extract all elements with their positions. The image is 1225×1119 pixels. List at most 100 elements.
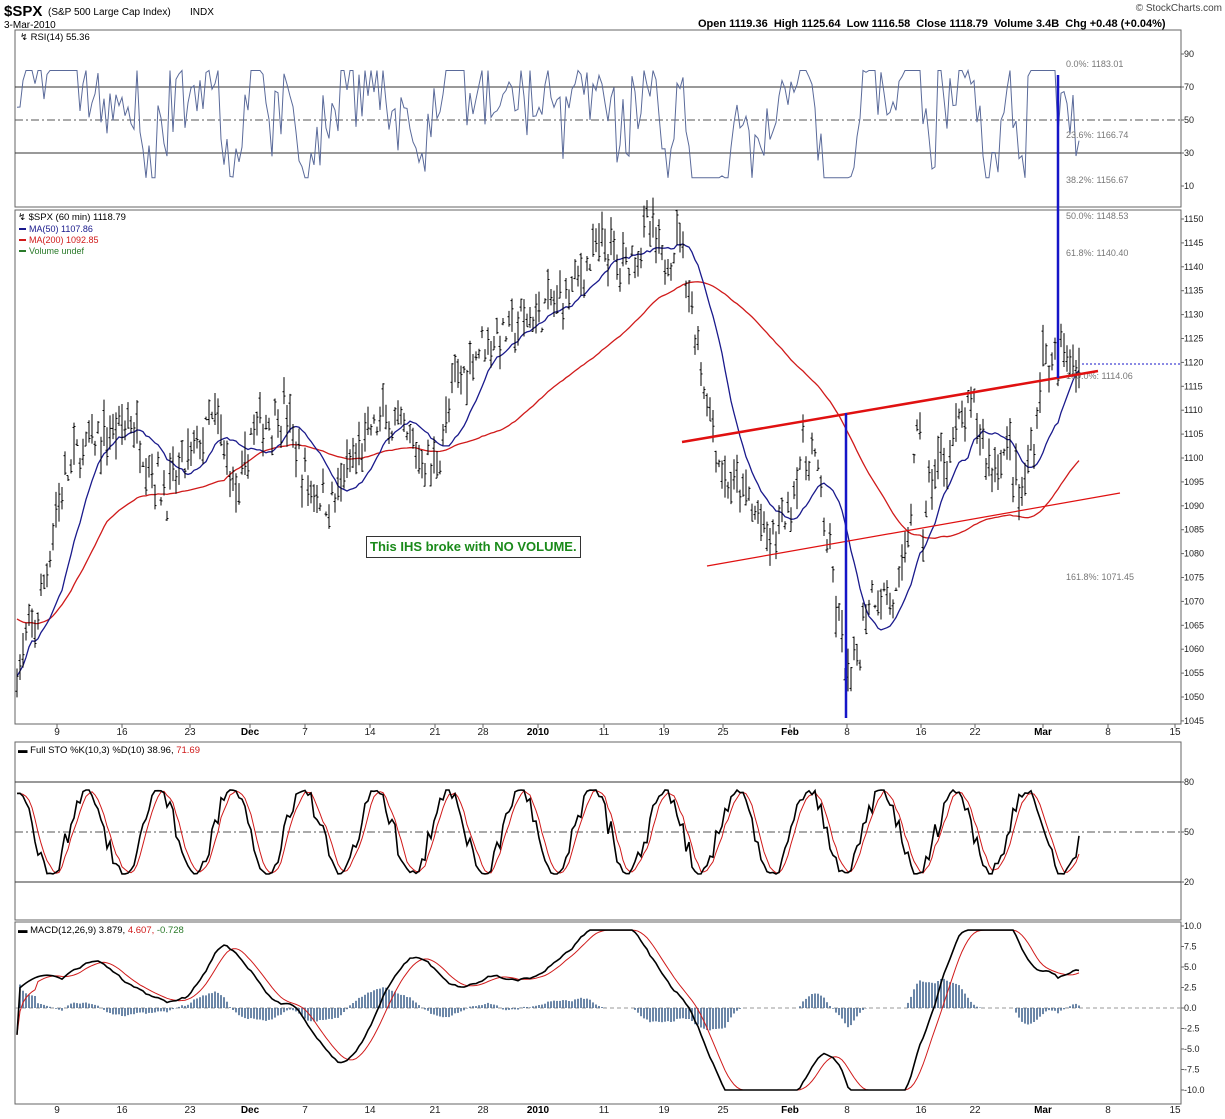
x-axis-label: 16 <box>915 1105 927 1116</box>
x-axis-label: Dec <box>241 727 260 738</box>
x-axis-label: 23 <box>184 1105 196 1116</box>
x-axis-label: 19 <box>658 1105 670 1116</box>
x-axis-label: 7 <box>302 727 308 738</box>
rsi-y-tick: 90 <box>1184 49 1194 59</box>
x-axis-label: 16 <box>116 1105 128 1116</box>
fib-level-label: 100.0%: 1114.06 <box>1066 371 1133 381</box>
x-axis-label: 8 <box>1105 1105 1111 1116</box>
exchange-label: INDX <box>190 7 214 18</box>
ihs-lower-trendline <box>706 492 1121 567</box>
x-axis-label: 14 <box>364 727 376 738</box>
price-y-tick: 1120 <box>1184 357 1203 367</box>
rsi-y-tick: 30 <box>1184 148 1194 158</box>
fib-level-label: 0.0%: 1183.01 <box>1066 59 1123 69</box>
price-y-tick: 1135 <box>1184 286 1203 296</box>
price-y-tick: 1060 <box>1184 644 1204 654</box>
sto-y-tick: 50 <box>1184 827 1194 837</box>
price-panel <box>14 209 1182 725</box>
x-axis-label: Mar <box>1034 1105 1052 1116</box>
ma200-line <box>16 281 1080 625</box>
x-axis-label: 9 <box>54 1105 60 1116</box>
x-axis-label: 25 <box>717 1105 729 1116</box>
fib-level-label: 61.8%: 1140.40 <box>1066 248 1128 258</box>
sto-k-line <box>16 788 1080 875</box>
x-axis-label: Feb <box>781 1105 799 1116</box>
rsi-title: ↯ RSI(14) 55.36 <box>20 32 90 43</box>
price-y-tick: 1125 <box>1184 334 1203 344</box>
x-axis-label: 22 <box>969 727 981 738</box>
ihs-annotation: This IHS broke with NO VOLUME. <box>366 536 581 558</box>
macd-panel <box>14 921 1182 1105</box>
x-axis-label: 21 <box>429 1105 441 1116</box>
rsi-line <box>16 68 1080 179</box>
x-axis-label: 8 <box>1105 727 1111 738</box>
x-axis-label: 28 <box>477 1105 489 1116</box>
macd-y-tick: -7.5 <box>1184 1065 1200 1075</box>
x-axis-label: 15 <box>1169 727 1181 738</box>
price-y-tick: 1075 <box>1184 573 1204 583</box>
x-axis-label: 11 <box>599 1105 610 1116</box>
x-axis-label: 28 <box>477 727 489 738</box>
x-axis-label: 16 <box>116 727 128 738</box>
x-axis-label: Mar <box>1034 727 1052 738</box>
rsi-panel <box>14 29 1182 208</box>
fib-level-label: 161.8%: 1071.45 <box>1066 572 1134 582</box>
rsi-y-tick: 10 <box>1184 181 1194 191</box>
x-axis-label: 21 <box>429 727 441 738</box>
price-y-tick: 1130 <box>1184 310 1203 320</box>
price-y-tick: 1100 <box>1184 453 1203 463</box>
legend-entry: Volume undef <box>29 246 85 256</box>
price-y-tick: 1085 <box>1184 525 1204 535</box>
price-y-tick: 1105 <box>1184 429 1203 439</box>
symbol-name: (S&P 500 Large Cap Index) <box>48 7 171 18</box>
macd-title: ▬ MACD(12,26,9) 3.879, 4.607, -0.728 <box>18 925 184 936</box>
price-y-tick: 1110 <box>1184 405 1203 415</box>
price-y-tick: 1090 <box>1184 501 1204 511</box>
x-axis-label: 15 <box>1169 1105 1181 1116</box>
price-y-tick: 1080 <box>1184 549 1204 559</box>
price-y-tick: 1140 <box>1184 262 1203 272</box>
macd-y-tick: 0.0 <box>1184 1003 1197 1013</box>
x-axis-label: 2010 <box>527 1105 550 1116</box>
x-axis-label: 19 <box>658 727 670 738</box>
legend-entry: MA(50) 1107.86 <box>29 224 93 234</box>
macd-y-tick: -10.0 <box>1184 1085 1205 1095</box>
price-y-tick: 1150 <box>1184 214 1203 224</box>
brand-watermark: © StockCharts.com <box>1136 3 1222 14</box>
price-y-tick: 1070 <box>1184 596 1204 606</box>
x-axis-label: 2010 <box>527 727 550 738</box>
fib-level-label: 38.2%: 1156.67 <box>1066 175 1128 185</box>
x-axis-label: 9 <box>54 727 60 738</box>
x-axis-label: 22 <box>969 1105 981 1116</box>
price-y-tick: 1065 <box>1184 620 1204 630</box>
macd-y-tick: 7.5 <box>1184 942 1197 952</box>
x-axis-label: 14 <box>364 1105 376 1116</box>
x-axis-label: 23 <box>184 727 196 738</box>
rsi-y-tick: 50 <box>1184 115 1194 125</box>
sto-y-tick: 80 <box>1184 777 1194 787</box>
ihs-neckline <box>681 369 1099 444</box>
ohlc-summary: Open 1119.36 High 1125.64 Low 1116.58 Cl… <box>698 18 1166 30</box>
x-axis-label: 8 <box>844 727 850 738</box>
x-axis-label: 11 <box>599 727 610 738</box>
sto-panel <box>14 741 1182 921</box>
price-y-tick: 1050 <box>1184 692 1204 702</box>
x-axis-label: Feb <box>781 727 799 738</box>
x-axis-label: 8 <box>844 1105 850 1116</box>
fib-level-label: 50.0%: 1148.53 <box>1066 211 1128 221</box>
symbol-title: $SPX <box>4 3 42 20</box>
legend-entry: MA(200) 1092.85 <box>29 235 99 245</box>
x-axis-label: 16 <box>915 727 927 738</box>
x-axis-label: Dec <box>241 1105 260 1116</box>
sto-d-line <box>17 789 1080 874</box>
price-y-tick: 1095 <box>1184 477 1204 487</box>
macd-y-tick: 5.0 <box>1184 962 1197 972</box>
x-axis-label: 7 <box>302 1105 308 1116</box>
rsi-y-tick: 70 <box>1184 82 1194 92</box>
price-y-tick: 1115 <box>1184 381 1203 391</box>
price-y-tick: 1055 <box>1184 668 1204 678</box>
x-axis-label: 25 <box>717 727 729 738</box>
fib-level-label: 23.6%: 1166.74 <box>1066 130 1128 140</box>
macd-y-tick: 10.0 <box>1184 921 1202 931</box>
